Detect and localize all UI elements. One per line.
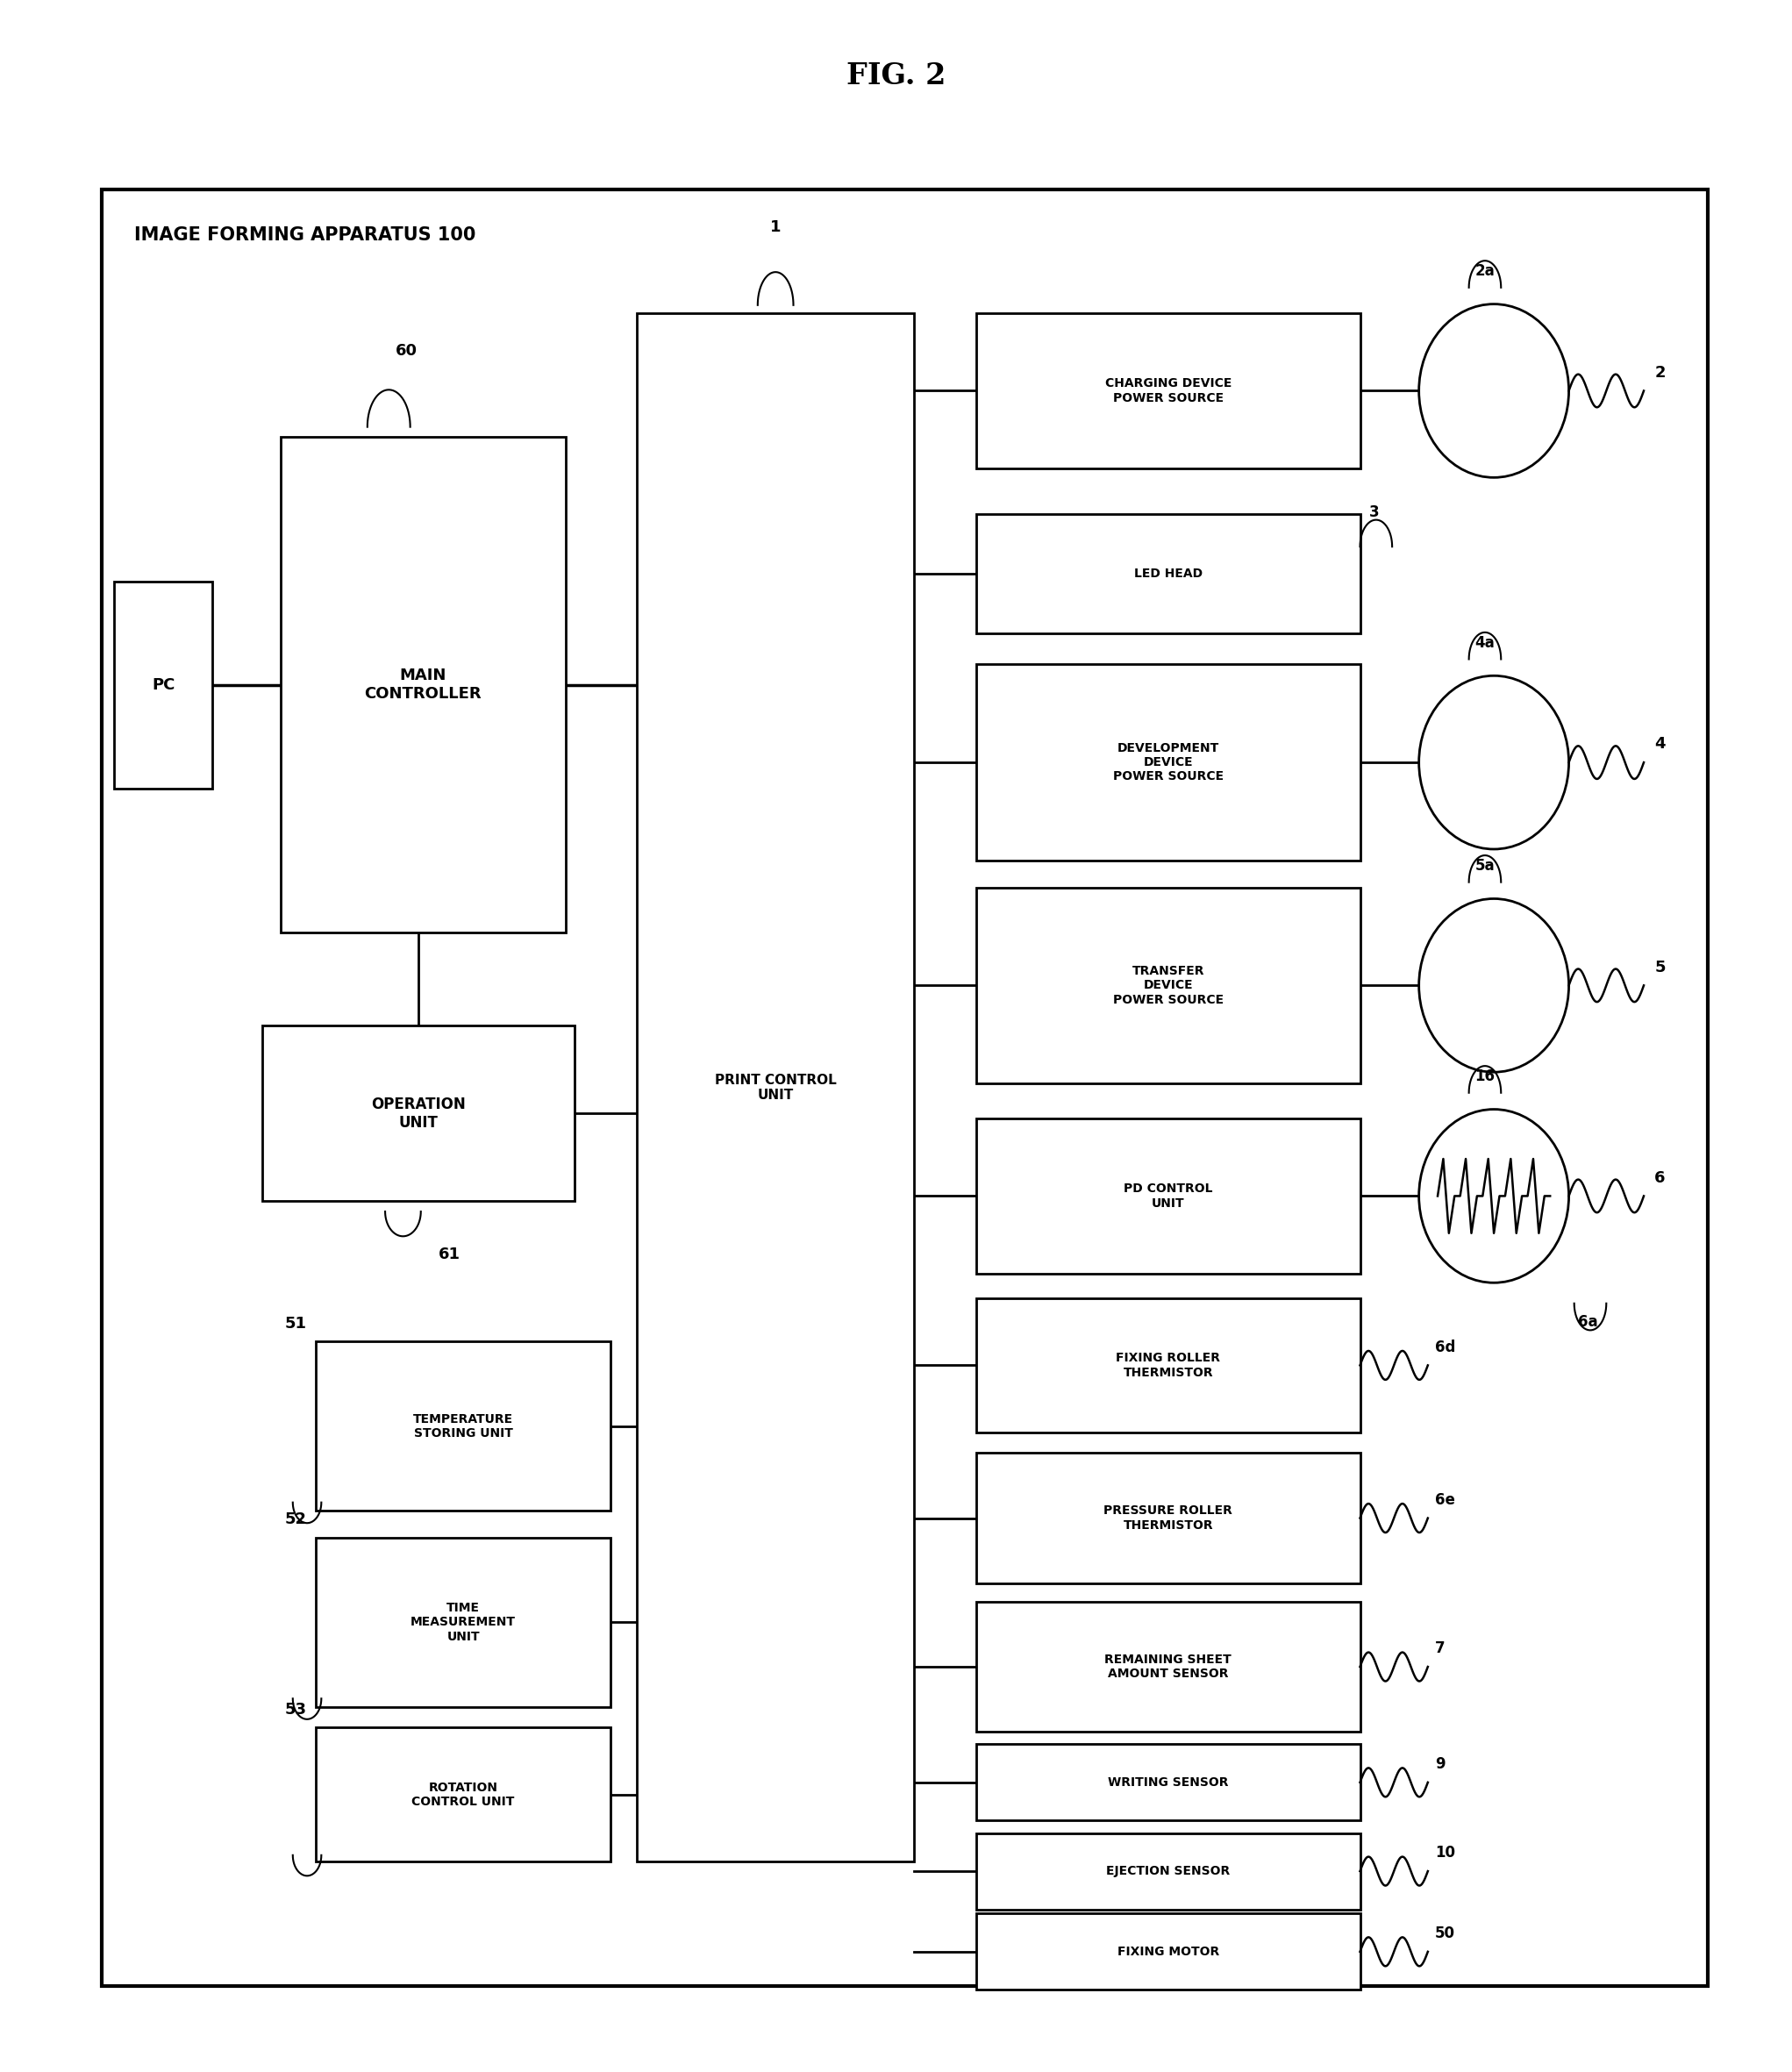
Text: PRESSURE ROLLER
THERMISTOR: PRESSURE ROLLER THERMISTOR bbox=[1104, 1504, 1233, 1531]
Text: MAIN
CONTROLLER: MAIN CONTROLLER bbox=[364, 667, 482, 702]
Text: ROTATION
CONTROL UNIT: ROTATION CONTROL UNIT bbox=[412, 1782, 514, 1809]
Text: WRITING SENSOR: WRITING SENSOR bbox=[1107, 1776, 1229, 1788]
Text: TIME
MEASUREMENT
UNIT: TIME MEASUREMENT UNIT bbox=[410, 1602, 516, 1643]
Text: CHARGING DEVICE
POWER SOURCE: CHARGING DEVICE POWER SOURCE bbox=[1106, 377, 1231, 404]
FancyBboxPatch shape bbox=[977, 1602, 1360, 1732]
FancyBboxPatch shape bbox=[977, 665, 1360, 860]
FancyBboxPatch shape bbox=[977, 1745, 1360, 1821]
Text: FIG. 2: FIG. 2 bbox=[846, 62, 946, 91]
FancyBboxPatch shape bbox=[315, 1537, 611, 1707]
Text: 7: 7 bbox=[1435, 1641, 1444, 1656]
Text: 4a: 4a bbox=[1475, 636, 1495, 651]
Text: EJECTION SENSOR: EJECTION SENSOR bbox=[1106, 1865, 1229, 1877]
Text: PRINT CONTROL
UNIT: PRINT CONTROL UNIT bbox=[715, 1073, 837, 1102]
FancyBboxPatch shape bbox=[115, 582, 213, 787]
FancyBboxPatch shape bbox=[638, 313, 914, 1863]
FancyBboxPatch shape bbox=[977, 1915, 1360, 1989]
Text: 2a: 2a bbox=[1475, 263, 1495, 280]
Text: 60: 60 bbox=[396, 344, 418, 358]
Text: 6a: 6a bbox=[1577, 1314, 1598, 1330]
Circle shape bbox=[1419, 899, 1568, 1071]
Text: 9: 9 bbox=[1435, 1757, 1444, 1772]
Text: TRANSFER
DEVICE
POWER SOURCE: TRANSFER DEVICE POWER SOURCE bbox=[1113, 966, 1224, 1005]
Text: TEMPERATURE
STORING UNIT: TEMPERATURE STORING UNIT bbox=[414, 1413, 513, 1440]
Text: 4: 4 bbox=[1654, 736, 1665, 752]
Text: 50: 50 bbox=[1435, 1925, 1455, 1941]
Text: FIXING MOTOR: FIXING MOTOR bbox=[1116, 1946, 1219, 1958]
Text: DEVELOPMENT
DEVICE
POWER SOURCE: DEVELOPMENT DEVICE POWER SOURCE bbox=[1113, 742, 1224, 783]
Text: 6: 6 bbox=[1654, 1171, 1665, 1185]
Text: REMAINING SHEET
AMOUNT SENSOR: REMAINING SHEET AMOUNT SENSOR bbox=[1104, 1653, 1231, 1680]
Text: OPERATION
UNIT: OPERATION UNIT bbox=[371, 1096, 466, 1131]
FancyBboxPatch shape bbox=[977, 1834, 1360, 1910]
Text: 53: 53 bbox=[285, 1701, 306, 1718]
Circle shape bbox=[1419, 675, 1568, 850]
FancyBboxPatch shape bbox=[977, 1119, 1360, 1274]
FancyBboxPatch shape bbox=[977, 514, 1360, 634]
Circle shape bbox=[1419, 1109, 1568, 1283]
FancyBboxPatch shape bbox=[977, 313, 1360, 468]
Text: 6e: 6e bbox=[1435, 1492, 1455, 1508]
Text: 3: 3 bbox=[1369, 503, 1380, 520]
FancyBboxPatch shape bbox=[315, 1341, 611, 1510]
Text: FIXING ROLLER
THERMISTOR: FIXING ROLLER THERMISTOR bbox=[1116, 1353, 1220, 1378]
FancyBboxPatch shape bbox=[977, 887, 1360, 1084]
Text: 61: 61 bbox=[439, 1247, 461, 1262]
Text: 5: 5 bbox=[1654, 959, 1665, 976]
FancyBboxPatch shape bbox=[315, 1728, 611, 1863]
Text: 52: 52 bbox=[285, 1513, 306, 1527]
Text: PD CONTROL
UNIT: PD CONTROL UNIT bbox=[1124, 1183, 1213, 1210]
Text: 2: 2 bbox=[1654, 365, 1665, 381]
Text: PC: PC bbox=[152, 678, 176, 692]
FancyBboxPatch shape bbox=[280, 437, 566, 932]
FancyBboxPatch shape bbox=[262, 1026, 575, 1202]
Text: 10: 10 bbox=[1435, 1844, 1455, 1861]
FancyBboxPatch shape bbox=[977, 1299, 1360, 1432]
Text: 1: 1 bbox=[771, 220, 781, 234]
FancyBboxPatch shape bbox=[977, 1452, 1360, 1583]
Text: IMAGE FORMING APPARATUS 100: IMAGE FORMING APPARATUS 100 bbox=[134, 226, 475, 244]
Text: 6d: 6d bbox=[1435, 1339, 1455, 1355]
Circle shape bbox=[1419, 305, 1568, 477]
Text: 16: 16 bbox=[1475, 1069, 1495, 1084]
Text: 5a: 5a bbox=[1475, 858, 1495, 874]
FancyBboxPatch shape bbox=[102, 189, 1708, 1985]
Text: 51: 51 bbox=[285, 1316, 306, 1330]
Text: LED HEAD: LED HEAD bbox=[1134, 568, 1202, 580]
